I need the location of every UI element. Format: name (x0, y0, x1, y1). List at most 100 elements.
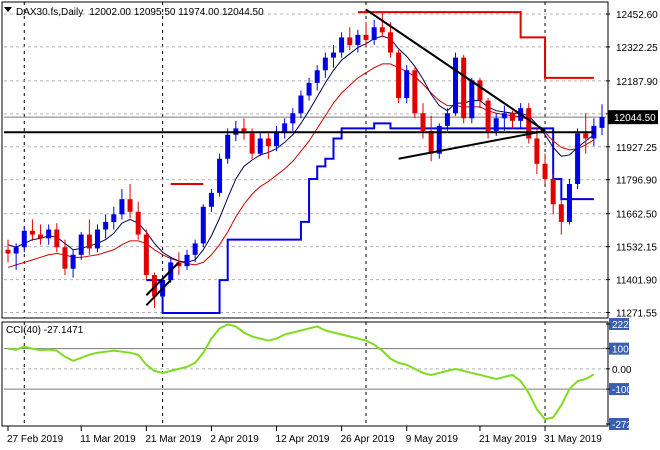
candle-body (5, 249, 11, 254)
candle-body (436, 125, 442, 154)
candle-body (355, 34, 361, 45)
candle-body (13, 247, 19, 254)
candle-body (29, 230, 35, 235)
date-tick-label: 27 Feb 2019 (7, 434, 64, 445)
candle-body (306, 82, 312, 96)
candle-body (493, 118, 499, 131)
price-tick-label: 11662.50 (616, 210, 657, 221)
candle-body (379, 27, 385, 33)
cci-tick-label: 100 (612, 345, 629, 356)
candle-body (46, 229, 52, 239)
current-price-label: 12044.50 (614, 113, 656, 124)
upper-channel-line (170, 11, 594, 186)
price-tick-label: 11401.90 (616, 276, 657, 287)
date-tick-label: 21 Mar 2019 (145, 434, 202, 445)
candle-body (322, 57, 328, 71)
fast-moving-average-line (7, 35, 595, 263)
price-tick-label: 12187.90 (616, 77, 658, 88)
candle-body (95, 229, 101, 249)
candle-body (526, 108, 532, 139)
price-panel: 12452.6012322.2512187.9012057.5511927.25… (1, 1, 658, 320)
candle-body (70, 254, 76, 269)
candle-body (387, 32, 393, 53)
date-axis: 27 Feb 2019 11 Mar 2019 21 Mar 2019 2 Apr 2… (7, 426, 602, 445)
candle-body (485, 100, 491, 131)
cci-tick-label: 0.00 (612, 365, 632, 376)
candle-body (249, 133, 255, 154)
candle-body (469, 80, 475, 119)
date-tick-label: 11 Mar 2019 (80, 434, 136, 445)
date-tick-label: 26 Apr 2019 (341, 434, 395, 445)
candle-body (282, 123, 288, 133)
trendline (398, 129, 546, 160)
candle-body (119, 199, 125, 215)
candle-body (542, 163, 548, 179)
candle-body (420, 113, 426, 131)
candle-body (21, 230, 27, 248)
candle-body (404, 70, 410, 99)
candle-body (38, 234, 44, 239)
price-tick-label: 11796.90 (616, 176, 657, 187)
date-tick-label: 9 May 2019 (406, 434, 459, 445)
price-tick-label: 11271.55 (616, 309, 657, 320)
symbol-label: DAX30.fs,Daily (16, 7, 83, 18)
candle-body (550, 178, 556, 205)
candle-body (62, 247, 68, 269)
candle-body (143, 234, 149, 276)
cci-tick-label: 222.0026 (612, 320, 654, 331)
channel-lines (146, 11, 594, 314)
price-tick-label: 11927.25 (616, 143, 657, 154)
cci-title: CCI(40) -27.1471 (6, 325, 84, 336)
ohlc-label: 12002.00 12095.50 11974.00 12044.50 (89, 7, 264, 18)
price-tick-label: 11532.15 (616, 243, 657, 254)
cci-tick-box (609, 342, 629, 355)
cci-panel: 222.0026 100 0.00 -100 -272.7726 CCI(40) -27… (1, 318, 657, 431)
date-tick-label: 2 Apr 2019 (210, 434, 259, 445)
price-panel-frame (1, 1, 609, 319)
cci-tick-box (609, 418, 629, 430)
lower-channel-line (146, 122, 594, 314)
chart-header: DAX30.fs,Daily 12002.00 12095.50 11974.00… (16, 7, 264, 18)
candle-body (534, 138, 540, 164)
date-tick-label: 31 May 2019 (544, 434, 602, 445)
candle-body (461, 57, 467, 119)
trendline (145, 261, 180, 296)
trendline (365, 8, 546, 132)
candle-body (314, 70, 320, 83)
candle-body (184, 254, 190, 267)
cci-tick-box (609, 318, 629, 330)
candle-body (371, 27, 377, 40)
cci-panel-frame (1, 321, 609, 427)
candle-body (86, 234, 92, 249)
candle-body (257, 138, 263, 154)
candle-body (111, 214, 117, 222)
candle-body (477, 80, 483, 101)
candle-body (176, 262, 182, 267)
candle-body (583, 133, 589, 139)
candle-body (575, 133, 581, 185)
candle-body (347, 37, 353, 45)
current-price-box (608, 110, 658, 125)
candle-body (412, 70, 418, 114)
date-tick-label: 12 Apr 2019 (276, 434, 330, 445)
candle-body (241, 128, 247, 134)
trendline (145, 279, 172, 307)
price-axis: 12452.6012322.2512187.9012057.5511927.25… (606, 10, 658, 320)
candle-body (453, 57, 459, 114)
candle-body (330, 52, 336, 58)
cci-grid (4, 348, 606, 390)
candle-body (103, 221, 109, 230)
date-tick-label: 21 May 2019 (479, 434, 537, 445)
candle-body (339, 37, 345, 53)
candle-body (566, 184, 572, 222)
candle-body (208, 192, 214, 207)
price-tick-label: 12322.25 (616, 43, 658, 54)
cci-series-line (7, 323, 595, 421)
cci-tick-box (609, 383, 629, 396)
price-tick-label: 12452.60 (616, 10, 658, 21)
candle-body (444, 113, 450, 126)
candle-body (501, 113, 507, 119)
candle-body (599, 117, 605, 128)
cci-tick-label: -100 (612, 385, 632, 396)
